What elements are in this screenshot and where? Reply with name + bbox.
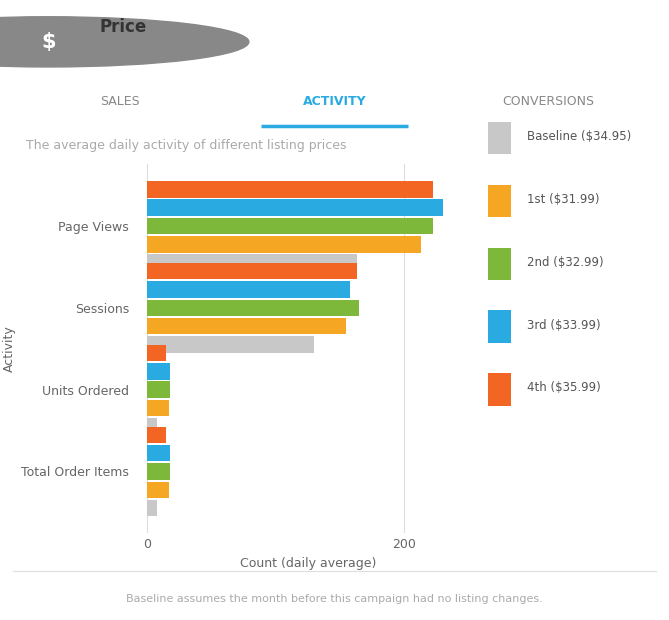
Bar [147,336,314,353]
Text: $: $ [41,32,56,52]
FancyBboxPatch shape [488,373,511,405]
X-axis label: Count (daily average): Count (daily average) [240,557,376,570]
Bar [147,181,433,198]
Bar [147,318,347,334]
Text: 2nd ($32.99): 2nd ($32.99) [527,255,604,268]
Bar [147,299,359,316]
FancyBboxPatch shape [488,247,511,280]
Bar [147,400,169,416]
Bar [147,254,357,271]
Text: ACTIVITY: ACTIVITY [302,95,367,108]
Text: 4 Options: 4 Options [99,52,163,65]
Bar [147,418,157,435]
Bar [147,500,157,516]
Bar [147,218,433,234]
FancyBboxPatch shape [488,311,511,343]
Circle shape [0,17,249,67]
Text: Baseline ($34.95): Baseline ($34.95) [527,130,632,143]
Bar [147,427,166,443]
Bar [147,482,169,498]
Y-axis label: Activity: Activity [3,326,15,372]
Bar [147,445,170,461]
Text: SALES: SALES [100,95,140,108]
FancyBboxPatch shape [488,122,511,154]
FancyBboxPatch shape [488,185,511,217]
Text: The average daily activity of different listing prices: The average daily activity of different … [26,139,347,151]
Text: 1st ($31.99): 1st ($31.99) [527,193,600,206]
Text: 4th ($35.99): 4th ($35.99) [527,381,601,394]
Bar [147,200,443,216]
Bar [147,281,351,298]
Bar [147,363,170,379]
Bar [147,463,170,480]
Bar [147,263,357,280]
Bar [147,236,421,252]
Bar [147,345,166,361]
Bar [147,381,170,398]
Text: CONVERSIONS: CONVERSIONS [502,95,595,108]
Text: Baseline assumes the month before this campaign had no listing changes.: Baseline assumes the month before this c… [126,594,543,604]
Text: 3rd ($33.99): 3rd ($33.99) [527,319,601,332]
Text: Price: Price [99,18,147,36]
